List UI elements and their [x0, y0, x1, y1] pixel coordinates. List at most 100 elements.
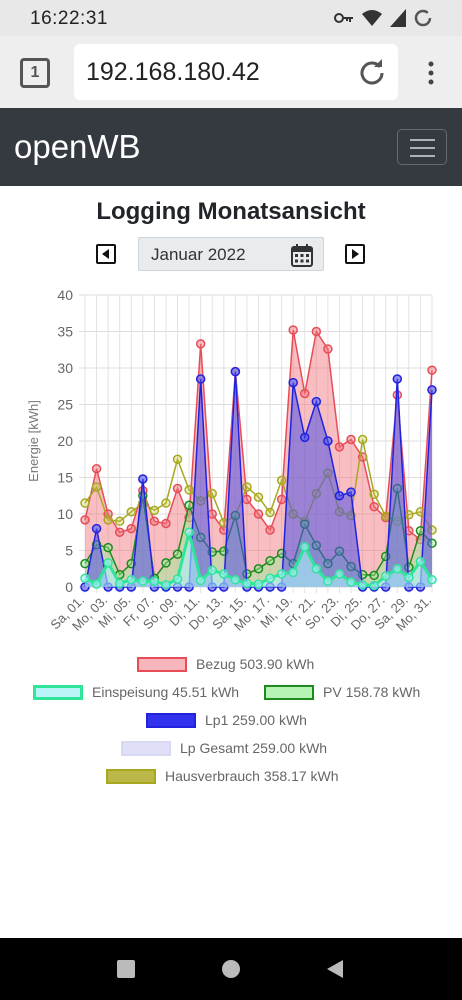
data-point[interactable] — [80, 515, 90, 525]
data-point[interactable] — [195, 339, 206, 349]
data-point[interactable] — [369, 580, 379, 591]
data-point[interactable] — [334, 491, 345, 501]
data-point[interactable] — [427, 385, 437, 395]
data-point[interactable] — [300, 542, 310, 552]
data-point[interactable] — [230, 366, 241, 377]
menu-toggle-button[interactable] — [397, 129, 447, 165]
data-point[interactable] — [369, 501, 379, 512]
data-point[interactable] — [161, 580, 171, 590]
data-point[interactable] — [91, 463, 102, 474]
back-icon[interactable] — [325, 959, 345, 979]
data-point[interactable] — [207, 509, 217, 519]
data-point[interactable] — [219, 569, 229, 579]
data-point[interactable] — [369, 489, 379, 500]
data-point[interactable] — [334, 569, 345, 579]
data-point[interactable] — [427, 574, 437, 585]
data-point[interactable] — [357, 434, 368, 445]
data-point[interactable] — [253, 564, 264, 574]
legend-item-lp-gesamt[interactable]: Lp Gesamt 259.00 kWh — [121, 740, 327, 756]
data-point[interactable] — [276, 475, 287, 486]
legend-item-lp1[interactable]: Lp1 259.00 kWh — [146, 712, 307, 728]
data-point[interactable] — [114, 578, 125, 589]
data-point[interactable] — [311, 326, 322, 337]
data-point[interactable] — [369, 570, 379, 581]
legend-item-pv[interactable]: PV 158.78 kWh — [264, 684, 420, 700]
data-point[interactable] — [265, 525, 275, 535]
data-point[interactable] — [138, 576, 148, 586]
data-point[interactable] — [172, 454, 183, 464]
data-point[interactable] — [161, 518, 171, 529]
legend-item-bezug[interactable]: Bezug 503.90 kWh — [137, 656, 314, 672]
data-point[interactable] — [80, 558, 90, 569]
data-point[interactable] — [149, 516, 160, 527]
data-point[interactable] — [265, 555, 275, 566]
data-point[interactable] — [184, 485, 194, 495]
data-point[interactable] — [357, 580, 368, 590]
data-point[interactable] — [300, 432, 310, 443]
data-point[interactable] — [242, 578, 252, 589]
month-input[interactable]: Januar 2022 — [138, 237, 324, 271]
data-point[interactable] — [126, 574, 137, 585]
home-icon[interactable] — [221, 959, 241, 979]
data-point[interactable] — [172, 483, 183, 494]
data-point[interactable] — [195, 374, 206, 384]
data-point[interactable] — [346, 487, 356, 497]
data-point[interactable] — [404, 509, 414, 520]
data-point[interactable] — [404, 572, 414, 583]
data-point[interactable] — [265, 573, 275, 583]
data-point[interactable] — [172, 549, 183, 559]
legend-item-hausverbrauch[interactable]: Hausverbrauch 358.17 kWh — [106, 768, 339, 784]
data-point[interactable] — [138, 474, 148, 484]
reload-icon[interactable] — [358, 58, 386, 86]
data-point[interactable] — [288, 325, 298, 335]
data-point[interactable] — [311, 564, 322, 574]
data-point[interactable] — [323, 436, 333, 446]
data-point[interactable] — [207, 565, 217, 575]
data-point[interactable] — [80, 498, 90, 508]
data-point[interactable] — [91, 523, 102, 534]
data-point[interactable] — [91, 482, 102, 492]
brand-logo-text[interactable]: openWB — [14, 128, 141, 165]
calendar-icon[interactable] — [291, 243, 313, 267]
address-bar[interactable]: 192.168.180.42 — [74, 44, 398, 100]
data-point[interactable] — [265, 507, 275, 518]
data-point[interactable] — [323, 344, 333, 354]
data-point[interactable] — [207, 488, 217, 499]
data-point[interactable] — [300, 388, 310, 399]
data-point[interactable] — [276, 494, 287, 505]
more-options-icon[interactable] — [424, 60, 438, 86]
data-point[interactable] — [415, 507, 426, 517]
overview-icon[interactable] — [116, 959, 136, 979]
data-point[interactable] — [161, 498, 171, 508]
data-point[interactable] — [392, 564, 403, 574]
data-point[interactable] — [392, 374, 403, 384]
data-point[interactable] — [242, 494, 252, 505]
data-point[interactable] — [114, 516, 125, 527]
data-point[interactable] — [346, 434, 356, 445]
data-point[interactable] — [288, 567, 298, 578]
data-point[interactable] — [184, 527, 194, 537]
data-point[interactable] — [114, 527, 125, 537]
data-point[interactable] — [380, 511, 391, 521]
data-point[interactable] — [103, 558, 113, 568]
data-point[interactable] — [103, 515, 113, 525]
data-point[interactable] — [311, 396, 322, 407]
next-month-button[interactable] — [345, 244, 365, 264]
data-point[interactable] — [230, 574, 241, 585]
data-point[interactable] — [172, 574, 183, 584]
data-point[interactable] — [334, 442, 345, 452]
data-point[interactable] — [415, 556, 426, 567]
data-point[interactable] — [126, 523, 137, 534]
data-point[interactable] — [195, 575, 206, 586]
data-point[interactable] — [149, 505, 160, 516]
data-point[interactable] — [126, 507, 137, 517]
data-point[interactable] — [253, 579, 264, 589]
data-point[interactable] — [149, 576, 160, 586]
data-point[interactable] — [80, 573, 90, 583]
data-point[interactable] — [276, 569, 287, 579]
data-point[interactable] — [184, 500, 194, 510]
data-point[interactable] — [288, 377, 298, 388]
data-point[interactable] — [323, 576, 333, 586]
data-point[interactable] — [103, 542, 113, 553]
data-point[interactable] — [91, 579, 102, 589]
